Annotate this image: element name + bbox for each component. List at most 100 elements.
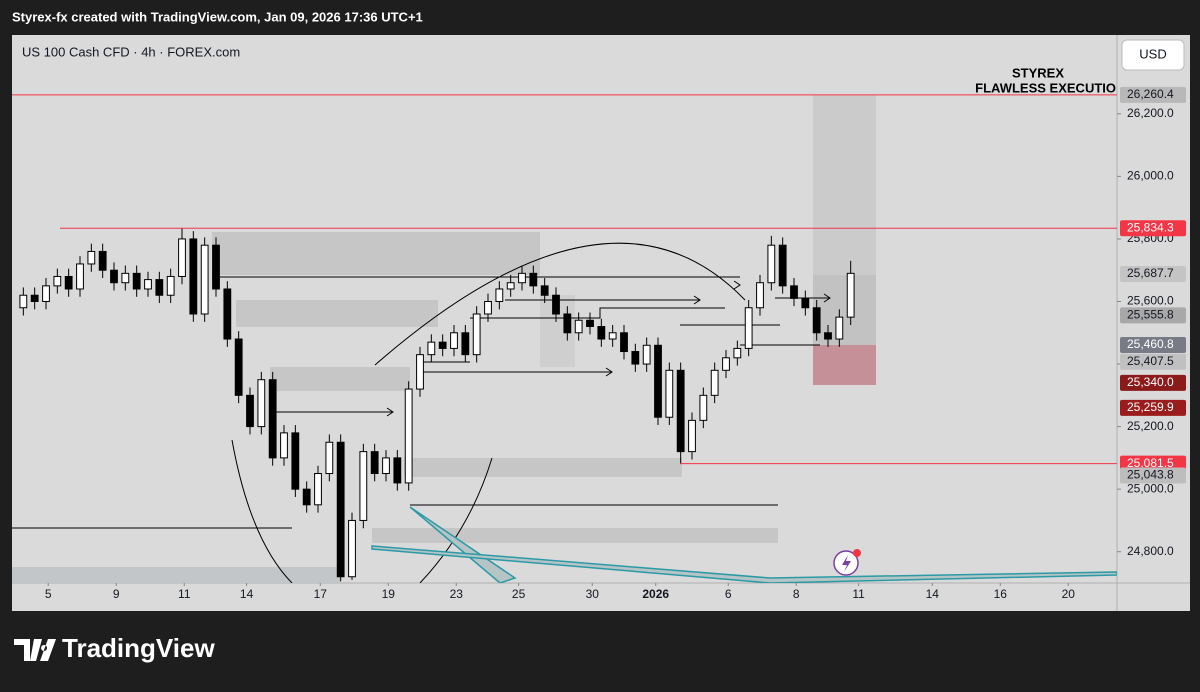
price-label: 25,081.5 — [1127, 456, 1174, 470]
candle-body — [574, 319, 583, 334]
trendline — [409, 506, 517, 583]
candle-body — [801, 297, 810, 309]
candle-body — [302, 488, 311, 506]
price-label-box — [1120, 307, 1186, 324]
candle-body — [257, 379, 266, 428]
candle-body — [608, 332, 617, 340]
x-tick-label: 30 — [586, 587, 600, 601]
x-tick-label: 16 — [994, 587, 1008, 601]
candle-body — [246, 394, 254, 428]
candle-body — [30, 294, 39, 302]
currency-button[interactable] — [1121, 39, 1185, 71]
arrow — [212, 276, 741, 290]
candle-body — [450, 332, 458, 349]
candle-body — [597, 326, 606, 340]
brand-name: TradingView — [62, 633, 215, 663]
annotation: FLAWLESS EXECUTIO — [975, 80, 1116, 95]
candle-body — [472, 313, 481, 356]
candle-body — [336, 441, 345, 578]
candle-body — [710, 369, 719, 396]
position-target — [813, 275, 876, 345]
price-label: 25,259.9 — [1127, 400, 1174, 414]
trendline — [371, 545, 1117, 583]
candle-body — [665, 369, 674, 418]
header-text: Styrex-fx created with TradingView.com, … — [12, 9, 423, 24]
zone — [12, 567, 340, 583]
candle-body — [291, 432, 300, 490]
candle-body — [812, 307, 821, 334]
candle-body — [733, 347, 742, 359]
candle-body — [110, 269, 118, 284]
candle-body — [495, 288, 504, 302]
brand-logo — [14, 639, 56, 661]
price-label: 25,834.3 — [1127, 220, 1174, 234]
x-tick-label: 20 — [1062, 587, 1076, 601]
x-tick-label: 11 — [852, 587, 865, 601]
alert-dot — [853, 549, 861, 557]
alert-bolt — [842, 555, 851, 572]
candle-body — [540, 285, 549, 296]
arc — [231, 439, 293, 583]
price-label-box — [1120, 220, 1186, 237]
candle-body — [348, 519, 356, 578]
y-tick-label: 25,000.0 — [1127, 481, 1174, 495]
price-label: 26,260.4 — [1127, 87, 1174, 101]
x-tick-label: 25 — [512, 587, 526, 601]
candle-body — [846, 272, 855, 318]
price-label-box — [1120, 266, 1186, 283]
candle-body — [563, 313, 572, 334]
x-tick-label: 23 — [450, 587, 464, 601]
arrow — [680, 293, 831, 346]
x-tick-label: 11 — [178, 587, 191, 601]
series — [19, 228, 855, 582]
candle-body — [200, 244, 209, 315]
candle-body — [699, 394, 708, 421]
zone — [404, 458, 682, 477]
candle-body — [790, 285, 798, 299]
y-tick-label: 24,800.0 — [1127, 544, 1174, 558]
candle-body — [64, 275, 73, 290]
x-tick-label: 2026 — [642, 587, 669, 601]
arrow — [270, 407, 394, 417]
x-tick-label: 9 — [113, 587, 120, 601]
candle-body — [189, 238, 198, 315]
candle-body — [484, 300, 492, 315]
x-tick-label: 6 — [725, 587, 732, 601]
candle-body — [166, 275, 175, 296]
candle-body — [404, 388, 413, 484]
candle-body — [178, 238, 186, 277]
price-label: 25,555.8 — [1127, 307, 1174, 321]
candle-body — [756, 282, 764, 309]
level — [12, 504, 778, 529]
candle-body — [631, 351, 640, 365]
y-tick-label: 26,000.0 — [1127, 169, 1174, 183]
candle-body — [87, 250, 96, 265]
price-label: 25,687.7 — [1127, 266, 1174, 280]
candle-body — [518, 272, 526, 284]
candle-body — [76, 263, 84, 290]
candle-body — [461, 332, 470, 356]
candle-body — [98, 250, 107, 271]
y-tick-label: 26,200.0 — [1127, 106, 1174, 120]
price-label-box — [1120, 399, 1186, 416]
candle-body — [144, 279, 152, 290]
arc — [419, 457, 493, 583]
candle-body — [552, 294, 560, 315]
candle-body — [132, 272, 141, 290]
arrow — [470, 307, 725, 319]
zone — [212, 232, 540, 275]
candle-body — [325, 441, 334, 475]
x-tick-label: 14 — [926, 587, 940, 601]
candle-body — [506, 282, 515, 290]
candle-body — [223, 288, 232, 340]
y-tick-label: 25,200.0 — [1127, 419, 1174, 433]
price-label-box — [1120, 337, 1186, 354]
candle-body — [370, 451, 379, 475]
price-label-box — [1120, 467, 1186, 484]
x-tick-label: 14 — [240, 587, 254, 601]
price-label-box — [1120, 353, 1186, 370]
zone — [372, 528, 778, 543]
chart-title: US 100 Cash CFD · 4h · FOREX.com — [22, 44, 240, 59]
